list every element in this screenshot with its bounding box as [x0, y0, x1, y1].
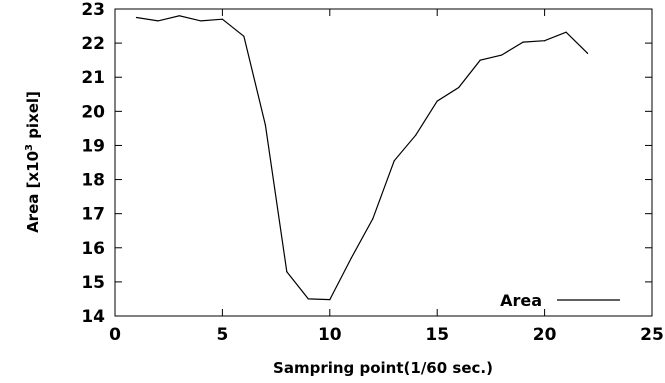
- data-point-area: [415, 134, 417, 136]
- data-point-area: [135, 16, 138, 19]
- data-point-area: [350, 257, 352, 259]
- x-tick-label: 25: [640, 325, 664, 345]
- y-tick-label: 19: [81, 136, 105, 156]
- data-point-area: [458, 86, 460, 89]
- x-tick-label: 0: [109, 325, 121, 345]
- y-axis-title-superscript: 3: [24, 144, 35, 151]
- data-point-area: [393, 160, 395, 162]
- data-point-area: [522, 41, 524, 43]
- x-tick-label: 5: [216, 325, 228, 345]
- data-point-area: [479, 59, 481, 61]
- plot-frame: [114, 8, 653, 317]
- data-point-area: [178, 15, 181, 17]
- data-point-area: [329, 299, 331, 301]
- data-point-area: [286, 271, 288, 273]
- series-layer: [135, 15, 589, 301]
- y-tick-label: 15: [81, 273, 105, 293]
- y-tick-label: 16: [81, 239, 105, 259]
- y-tick-label: 22: [81, 34, 105, 54]
- data-point-area: [243, 35, 245, 37]
- series-line-area: [136, 15, 589, 301]
- x-tick-label: 10: [318, 325, 342, 345]
- data-point-area: [436, 100, 438, 102]
- data-point-area: [157, 20, 159, 22]
- y-axis-title-prefix: Area [x10: [24, 151, 42, 233]
- data-point-area: [586, 52, 589, 54]
- legend-label: Area: [500, 291, 542, 310]
- axis-tick-labels: 0 5 10 15 20 25 14 15 16 17 18 19 20 21 22 23: [81, 0, 664, 345]
- x-tick-label: 20: [533, 325, 557, 345]
- y-tick-label: 17: [81, 205, 105, 225]
- data-point-area: [544, 40, 546, 42]
- data-point-area: [565, 31, 567, 33]
- axis-ticks: [114, 8, 653, 317]
- x-axis-title: Sampring point(1/60 sec.): [273, 359, 493, 377]
- data-point-area: [501, 54, 503, 56]
- y-tick-label: 18: [81, 171, 105, 191]
- data-point-area: [264, 124, 266, 126]
- y-tick-label: 20: [81, 102, 105, 122]
- legend: Area: [500, 291, 620, 310]
- x-tick-label: 15: [425, 325, 449, 345]
- data-point-area: [200, 20, 202, 22]
- y-axis-title: Area [x103 pixel]: [24, 91, 42, 233]
- y-tick-label: 14: [81, 307, 105, 327]
- data-point-area: [221, 18, 223, 20]
- y-tick-label: 23: [81, 0, 105, 20]
- y-axis-title-suffix: pixel]: [24, 91, 42, 144]
- data-point-area: [307, 298, 309, 300]
- data-point-area: [372, 218, 374, 220]
- y-tick-label: 21: [81, 68, 105, 88]
